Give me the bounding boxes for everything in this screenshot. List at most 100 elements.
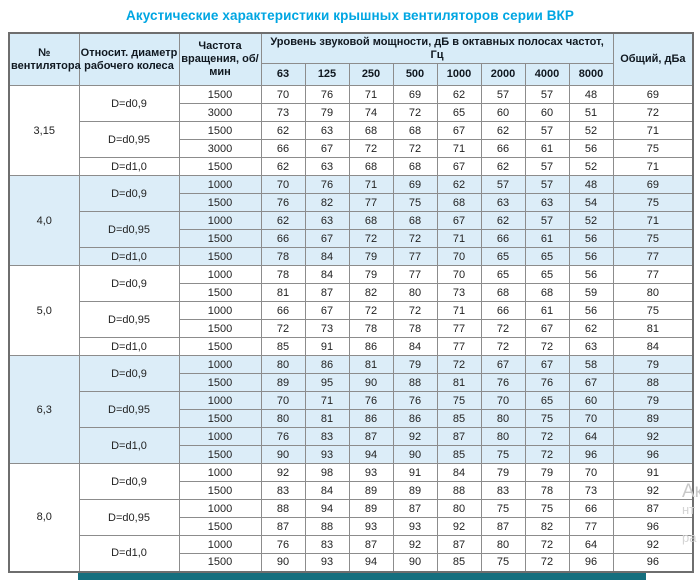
level-cell: 89 <box>348 481 394 500</box>
level-cell: 75 <box>392 193 438 212</box>
table-row: D=d1,0 1500 78 84 79 77 70 65 65 56 77 <box>9 247 694 266</box>
table-row: D=d1,0 1500 85 91 86 84 77 72 72 63 84 <box>9 337 694 356</box>
level-cell: 72 <box>348 139 394 158</box>
header-spl-group: Уровень звуковой мощности, дБ в октавных… <box>260 32 614 64</box>
level-cell: 67 <box>436 157 482 176</box>
table-header: № вентилятора Относит. диаметр рабочего … <box>8 32 694 86</box>
level-cell: 80 <box>392 283 438 302</box>
total-cell: 69 <box>612 85 694 104</box>
level-cell: 75 <box>480 553 526 572</box>
level-cell: 71 <box>348 85 394 104</box>
level-cell: 77 <box>436 319 482 338</box>
level-cell: 56 <box>568 247 614 266</box>
level-cell: 54 <box>568 193 614 212</box>
level-cell: 52 <box>568 211 614 230</box>
level-cell: 86 <box>304 355 350 374</box>
level-cell: 68 <box>392 157 438 176</box>
level-cell: 91 <box>304 337 350 356</box>
diameter-cell: D=d0,95 <box>78 301 180 338</box>
level-cell: 72 <box>436 355 482 374</box>
level-cell: 72 <box>392 139 438 158</box>
rpm-cell: 1500 <box>178 553 262 572</box>
bottom-teal-bar <box>78 573 646 580</box>
level-cell: 66 <box>568 499 614 518</box>
level-cell: 65 <box>480 247 526 266</box>
level-cell: 67 <box>524 355 570 374</box>
level-cell: 73 <box>436 283 482 302</box>
level-cell: 56 <box>568 301 614 320</box>
rpm-cell: 1500 <box>178 319 262 338</box>
level-cell: 79 <box>480 463 526 482</box>
level-cell: 93 <box>304 553 350 572</box>
level-cell: 92 <box>260 463 306 482</box>
header-freq-125: 125 <box>304 63 350 86</box>
header-freq-2000: 2000 <box>480 63 526 86</box>
rpm-cell: 1500 <box>178 157 262 176</box>
level-cell: 67 <box>304 229 350 248</box>
level-cell: 93 <box>392 517 438 536</box>
level-cell: 68 <box>348 211 394 230</box>
level-cell: 74 <box>348 103 394 122</box>
level-cell: 84 <box>392 337 438 356</box>
rpm-cell: 1500 <box>178 247 262 266</box>
level-cell: 70 <box>568 409 614 428</box>
level-cell: 78 <box>348 319 394 338</box>
level-cell: 71 <box>304 391 350 410</box>
total-cell: 91 <box>612 463 694 482</box>
level-cell: 88 <box>436 481 482 500</box>
level-cell: 89 <box>260 373 306 392</box>
table-row: 8,0 D=d0,9 1000 92 98 93 91 84 79 79 70 91 <box>8 463 694 572</box>
table-row: D=d0,95 1000 62 63 68 68 67 62 57 52 71 <box>9 211 694 248</box>
table-row: 1500 83 84 89 89 88 83 78 73 92 <box>9 481 694 500</box>
level-cell: 87 <box>348 535 394 554</box>
level-cell: 79 <box>304 103 350 122</box>
level-cell: 90 <box>348 373 394 392</box>
level-cell: 90 <box>392 445 438 464</box>
level-cell: 77 <box>392 247 438 266</box>
level-cell: 52 <box>568 121 614 140</box>
total-cell: 77 <box>612 247 694 266</box>
total-cell: 71 <box>612 211 694 230</box>
level-cell: 67 <box>304 301 350 320</box>
level-cell: 60 <box>480 103 526 122</box>
rpm-cell: 1500 <box>178 229 262 248</box>
level-cell: 79 <box>348 247 394 266</box>
level-cell: 84 <box>304 265 350 284</box>
rpm-cell: 1500 <box>178 337 262 356</box>
level-cell: 76 <box>480 373 526 392</box>
level-cell: 76 <box>260 535 306 554</box>
level-cell: 87 <box>348 427 394 446</box>
rpm-cell: 1500 <box>178 193 262 212</box>
total-cell: 96 <box>612 445 694 464</box>
total-cell: 72 <box>612 103 694 122</box>
level-cell: 63 <box>304 121 350 140</box>
level-cell: 70 <box>260 85 306 104</box>
rpm-cell: 1000 <box>178 535 262 554</box>
level-cell: 80 <box>480 427 526 446</box>
level-cell: 67 <box>304 139 350 158</box>
level-cell: 65 <box>524 265 570 284</box>
level-cell: 57 <box>524 85 570 104</box>
rpm-cell: 1500 <box>178 283 262 302</box>
level-cell: 70 <box>436 265 482 284</box>
total-cell: 71 <box>612 121 694 140</box>
level-cell: 87 <box>480 517 526 536</box>
rpm-cell: 1000 <box>178 175 262 194</box>
level-cell: 62 <box>260 211 306 230</box>
level-cell: 60 <box>568 391 614 410</box>
total-cell: 92 <box>612 427 694 446</box>
level-cell: 67 <box>568 373 614 392</box>
watermark-fragment: Ак <box>682 481 700 502</box>
level-cell: 76 <box>304 85 350 104</box>
level-cell: 57 <box>524 175 570 194</box>
rpm-cell: 1000 <box>178 391 262 410</box>
level-cell: 91 <box>392 463 438 482</box>
level-cell: 76 <box>524 373 570 392</box>
level-cell: 87 <box>304 283 350 302</box>
level-cell: 72 <box>392 301 438 320</box>
level-cell: 77 <box>568 517 614 536</box>
total-cell: 88 <box>612 373 694 392</box>
header-freq-8000: 8000 <box>568 63 614 86</box>
level-cell: 72 <box>392 103 438 122</box>
level-cell: 66 <box>260 301 306 320</box>
